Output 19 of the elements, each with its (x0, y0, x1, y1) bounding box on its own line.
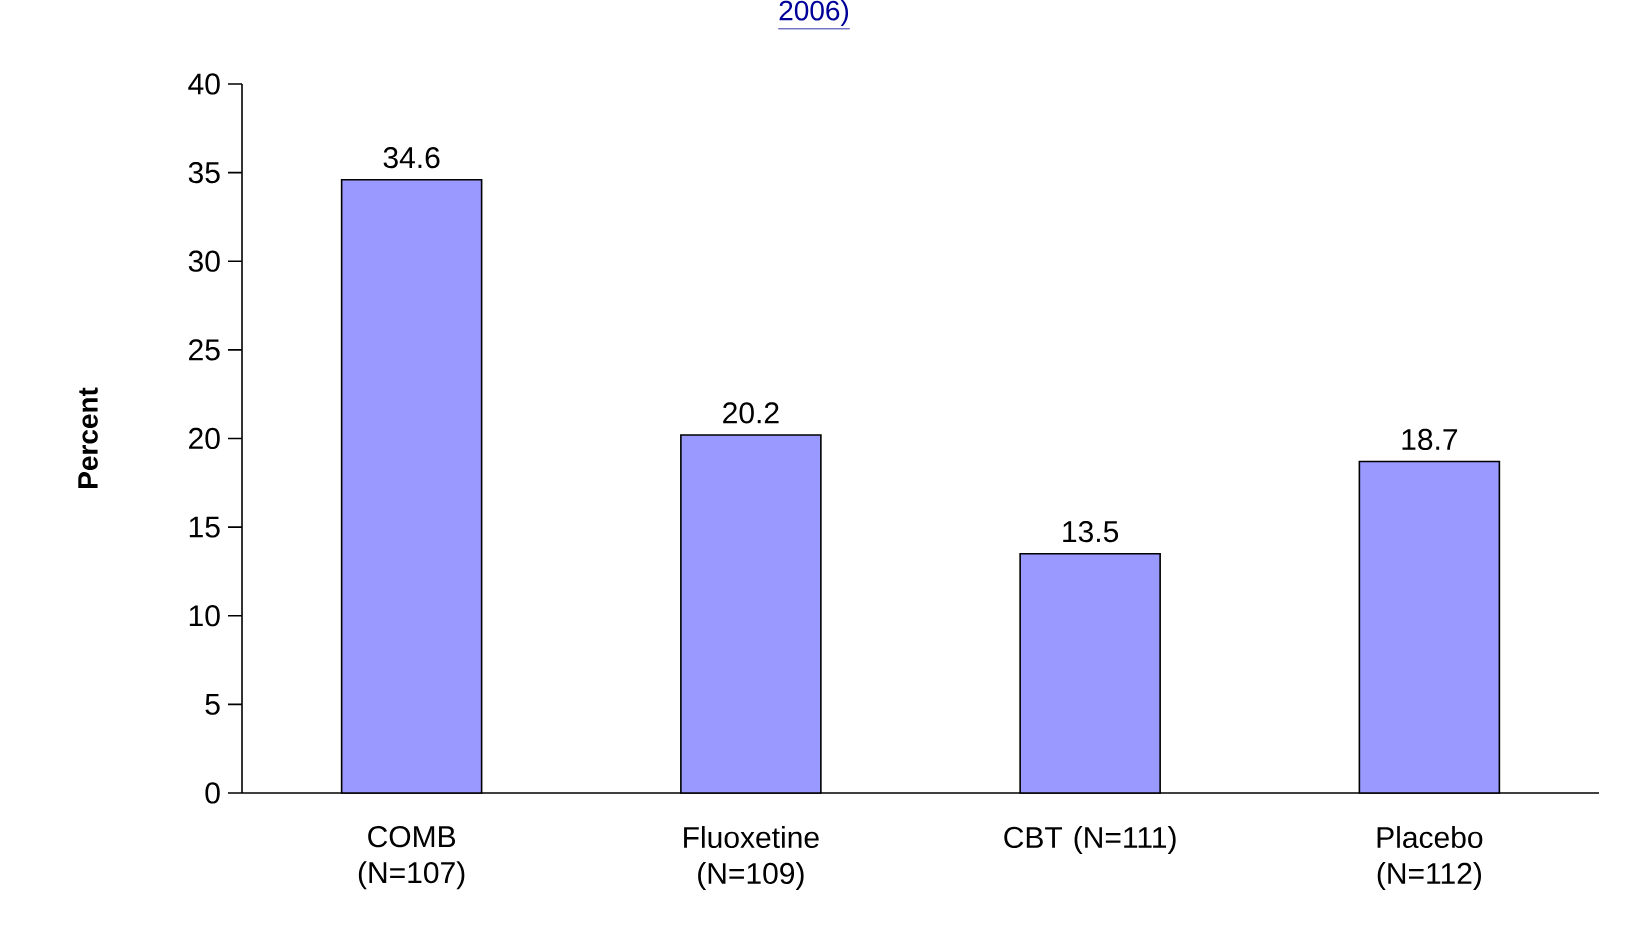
y-tick-label: 40 (188, 73, 220, 95)
y-tick-label: 35 (188, 161, 220, 184)
y-tick-label: 5 (205, 693, 220, 715)
x-tick-label: Fluoxetine (N=109) (684, 826, 819, 890)
y-tick-label: 30 (188, 250, 220, 272)
data-label: 18.7 (1402, 428, 1458, 451)
y-axis-title: Percent (78, 387, 98, 488)
data-label: 20.2 (723, 402, 779, 424)
x-tick-label: CBT (N=111) (1004, 826, 1176, 854)
x-tick-label: Placebo (N=112) (1377, 826, 1483, 890)
y-tick-label: 10 (189, 605, 220, 627)
data-label: 34.6 (383, 146, 440, 169)
y-tick-label: 20 (189, 427, 220, 450)
x-tick-label: COMB (N=107) (358, 826, 465, 890)
y-tick-label: 0 (205, 782, 220, 804)
data-label: 13.5 (1063, 520, 1119, 543)
y-tick-label: 15 (189, 516, 220, 538)
y-tick-label: 25 (189, 339, 220, 361)
chart-title: 2006) (779, 0, 849, 27)
